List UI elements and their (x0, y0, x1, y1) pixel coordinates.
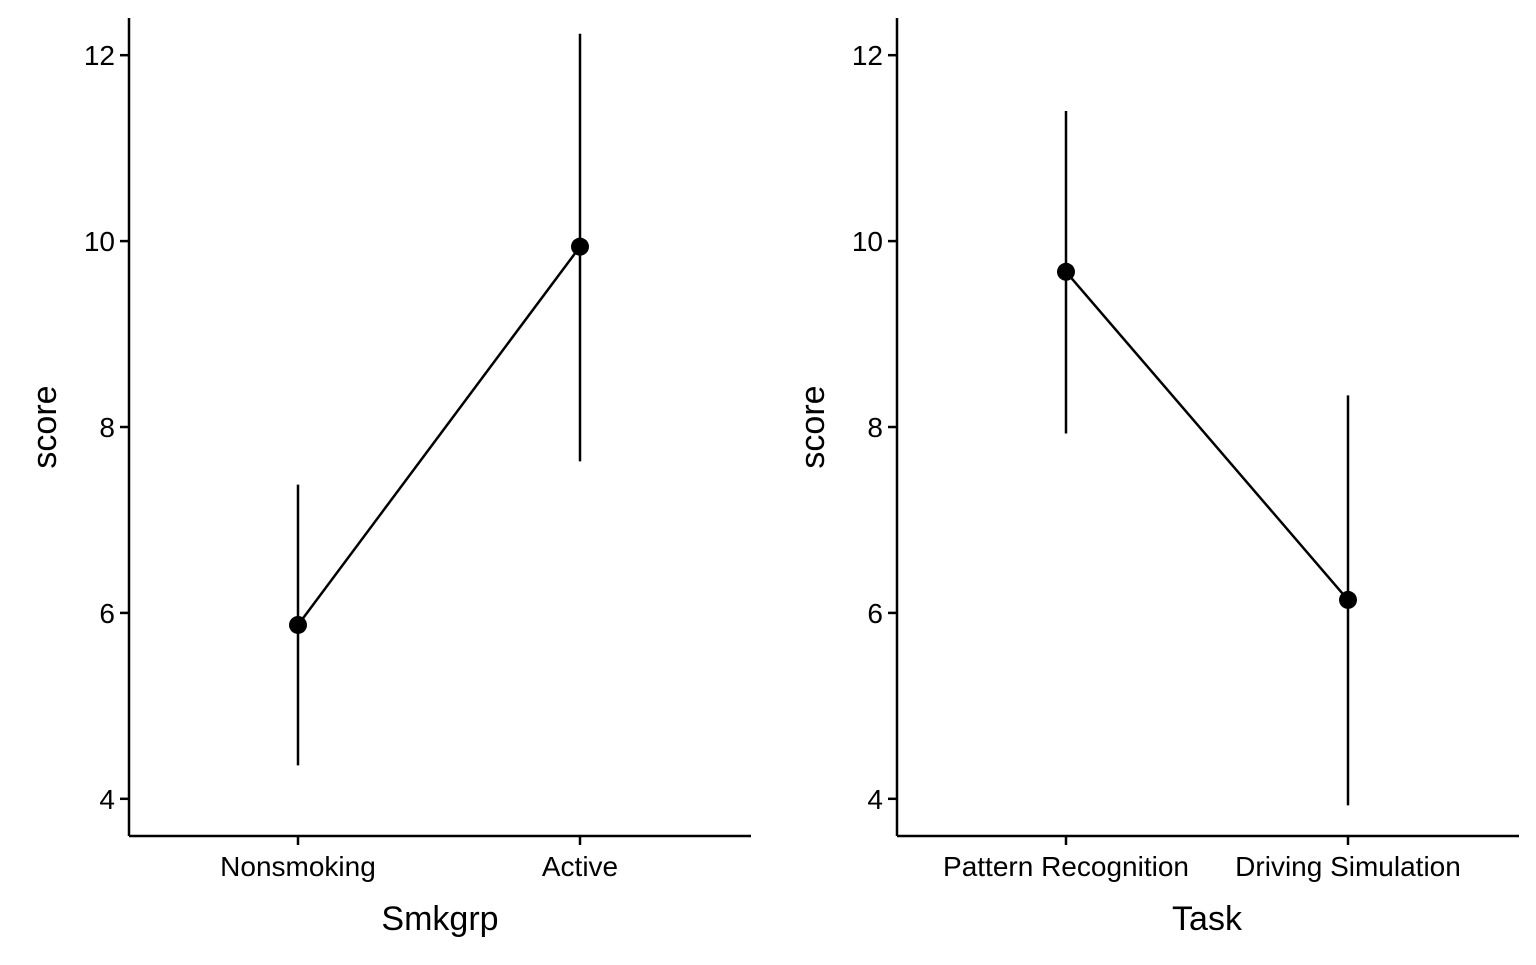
y-tick-label: 8 (99, 412, 115, 443)
x-tick-label: Driving Simulation (1235, 851, 1461, 882)
x-tick-label: Pattern Recognition (943, 851, 1189, 882)
y-tick-label: 10 (84, 226, 115, 257)
panel-2-marks (1057, 110, 1357, 806)
panel-2-y-axis-title: score (794, 385, 832, 468)
panel-1-x-ticks: Nonsmoking Active (220, 836, 618, 882)
data-point (571, 237, 589, 256)
y-tick-label: 12 (84, 40, 115, 71)
data-point (289, 615, 307, 634)
panel-1-y-ticks: 4 6 8 10 12 (84, 40, 129, 815)
y-tick-label: 6 (99, 598, 115, 629)
panel-1: 4 6 8 10 12 Nonsmoking Active Smkgrp score (26, 18, 751, 938)
series-line (1065, 270, 1349, 601)
panel-1-marks (289, 33, 589, 766)
panel-2: 4 6 8 10 12 Pattern Recognition Driving Simul… (794, 18, 1519, 938)
y-tick-label: 12 (852, 40, 883, 71)
panel-2-y-ticks: 4 6 8 10 12 (852, 40, 897, 815)
panel-2-x-ticks: Pattern Recognition Driving Simulation (943, 836, 1461, 882)
y-tick-label: 6 (867, 598, 883, 629)
y-tick-label: 10 (852, 226, 883, 257)
panel-1-x-axis-title: Smkgrp (381, 900, 498, 938)
panel-1-y-axis-title: score (26, 385, 64, 468)
y-tick-label: 4 (867, 784, 883, 815)
data-point (1339, 590, 1357, 609)
x-tick-label: Nonsmoking (220, 851, 376, 882)
data-point (1057, 262, 1075, 281)
y-tick-label: 4 (99, 784, 115, 815)
panel-2-x-axis-title: Task (1172, 900, 1243, 938)
x-tick-label: Active (542, 851, 618, 882)
y-tick-label: 8 (867, 412, 883, 443)
series-line (296, 245, 582, 626)
